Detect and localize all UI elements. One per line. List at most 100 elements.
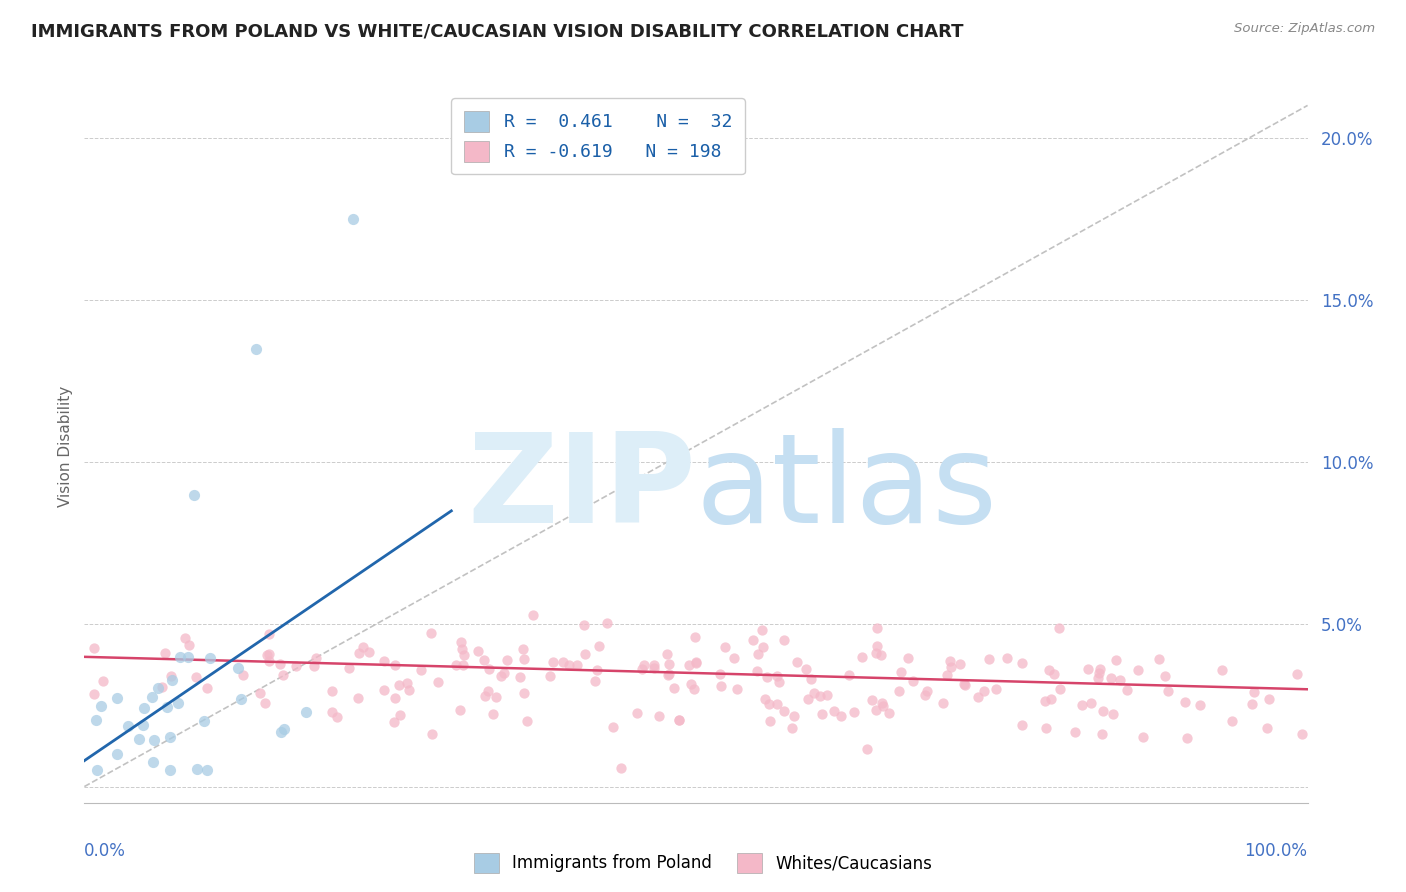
Point	[643, 657, 665, 672]
Point	[128, 732, 150, 747]
Point	[657, 667, 679, 681]
Point	[586, 663, 609, 677]
Point	[449, 703, 471, 717]
Y-axis label: Vision Disability: Vision Disability	[58, 385, 73, 507]
Point	[745, 664, 768, 678]
Point	[780, 721, 803, 735]
Point	[150, 680, 173, 694]
Point	[257, 654, 280, 668]
Point	[860, 693, 883, 707]
Point	[856, 741, 879, 756]
Text: ZIP: ZIP	[467, 428, 696, 549]
Point	[1035, 722, 1057, 736]
Point	[866, 622, 889, 636]
Point	[679, 677, 702, 691]
Point	[890, 665, 912, 679]
Point	[995, 651, 1018, 665]
Point	[1126, 663, 1149, 677]
Point	[1211, 663, 1233, 677]
Point	[105, 747, 128, 762]
Point	[411, 663, 433, 677]
Point	[90, 699, 112, 714]
Point	[967, 690, 990, 704]
Point	[830, 709, 852, 723]
Point	[269, 657, 291, 671]
Point	[512, 641, 534, 656]
Point	[512, 686, 534, 700]
Point	[626, 706, 648, 720]
Point	[398, 682, 420, 697]
Point	[754, 691, 776, 706]
Point	[1043, 666, 1066, 681]
Point	[810, 707, 832, 722]
Text: Source: ZipAtlas.com: Source: ZipAtlas.com	[1234, 22, 1375, 36]
Point	[141, 690, 163, 704]
Point	[451, 658, 474, 673]
Point	[229, 692, 252, 706]
Point	[797, 691, 820, 706]
Point	[485, 690, 508, 704]
Point	[200, 651, 222, 665]
Point	[538, 669, 561, 683]
Point	[685, 655, 707, 669]
Point	[177, 649, 200, 664]
Legend: R =  0.461    N =  32, R = -0.619   N = 198: R = 0.461 N = 32, R = -0.619 N = 198	[451, 98, 745, 174]
Point	[259, 627, 281, 641]
Point	[953, 676, 976, 690]
Point	[359, 645, 381, 659]
Point	[572, 617, 595, 632]
Point	[1109, 673, 1132, 688]
Point	[1258, 692, 1281, 706]
Point	[86, 713, 108, 727]
Point	[758, 697, 780, 711]
Point	[800, 672, 823, 686]
Point	[1243, 685, 1265, 699]
Point	[682, 682, 704, 697]
Point	[768, 675, 790, 690]
Point	[159, 764, 181, 778]
Point	[1220, 714, 1243, 728]
Point	[709, 667, 731, 681]
Point	[741, 633, 763, 648]
Point	[451, 642, 474, 657]
Point	[803, 686, 825, 700]
Point	[132, 700, 155, 714]
Point	[1038, 663, 1060, 677]
Point	[664, 681, 686, 695]
Point	[915, 684, 938, 698]
Point	[326, 710, 349, 724]
Point	[901, 673, 924, 688]
Point	[382, 714, 405, 729]
Point	[977, 652, 1000, 666]
Point	[751, 623, 773, 637]
Point	[1286, 667, 1309, 681]
Point	[1071, 698, 1094, 713]
Point	[467, 644, 489, 658]
Point	[295, 705, 318, 719]
Point	[427, 675, 450, 690]
Point	[159, 730, 181, 744]
Point	[273, 722, 295, 736]
Point	[786, 655, 808, 669]
Point	[195, 681, 218, 695]
Point	[553, 655, 575, 669]
Point	[766, 669, 789, 683]
Point	[160, 673, 183, 688]
Point	[117, 719, 139, 733]
Point	[271, 668, 294, 682]
Point	[177, 638, 200, 652]
Point	[758, 714, 780, 728]
Point	[174, 632, 197, 646]
Point	[1147, 651, 1170, 665]
Point	[492, 666, 515, 681]
Point	[142, 732, 165, 747]
Point	[844, 705, 866, 719]
Point	[953, 678, 976, 692]
Point	[284, 659, 307, 673]
Point	[643, 661, 665, 675]
Point	[647, 709, 669, 723]
Point	[477, 684, 499, 698]
Point	[565, 658, 588, 673]
Point	[558, 658, 581, 673]
Point	[453, 648, 475, 662]
